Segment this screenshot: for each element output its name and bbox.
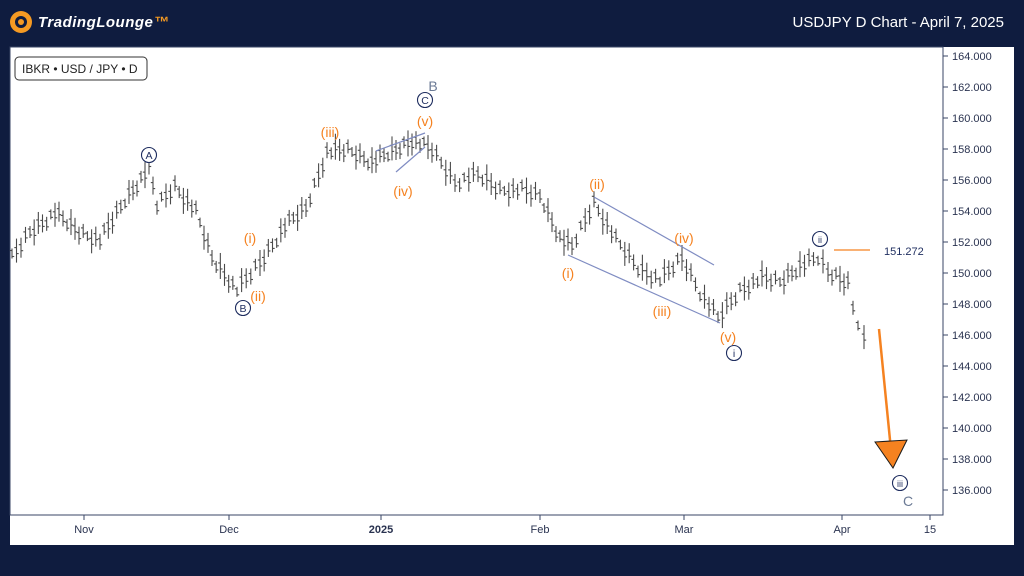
wave-label: (v) xyxy=(417,113,433,129)
chart-panel xyxy=(10,47,1014,545)
trademark-icon: ™ xyxy=(154,13,170,31)
wave-label: (iv) xyxy=(674,230,693,246)
wave-label: i xyxy=(733,348,735,360)
y-tick-label: 156.000 xyxy=(952,175,992,187)
wave-labels: ABCBCiiiiii(i)(ii)(iii)(iv)(v)(i)(ii)(ii… xyxy=(140,78,913,509)
wave-label: ii xyxy=(818,235,822,245)
wave-label: B xyxy=(428,78,437,94)
symbol-label: IBKR • USD / JPY • D xyxy=(22,62,138,76)
x-tick-label: 2025 xyxy=(369,524,393,536)
price-level-label: 151.272 xyxy=(884,246,924,258)
y-tick-label: 158.000 xyxy=(952,144,992,156)
y-tick-label: 152.000 xyxy=(952,237,992,249)
x-tick-label: Dec xyxy=(219,524,239,536)
y-axis-ticks: 164.000 162.000 160.000 158.000 156.000 154.0… xyxy=(943,51,992,497)
x-tick-label: 15 xyxy=(924,524,936,536)
x-tick-label: Nov xyxy=(74,524,94,536)
wave-label: (v) xyxy=(720,329,736,345)
wave-label: A xyxy=(145,150,152,162)
wave-label: iii xyxy=(897,479,903,489)
wave-label-ring xyxy=(811,230,829,248)
brand-name: TradingLounge xyxy=(38,13,154,31)
wave-label: (iii) xyxy=(321,124,340,140)
projection-arrow-shaft xyxy=(877,328,893,451)
wedge-upper-line xyxy=(375,132,426,152)
y-tick-label: 138.000 xyxy=(952,454,992,466)
y-tick-label: 150.000 xyxy=(952,268,992,280)
y-tick-label: 142.000 xyxy=(952,392,992,404)
wave-label-ring xyxy=(891,474,909,492)
price-bars xyxy=(9,130,867,350)
y-tick-label: 146.000 xyxy=(952,330,992,342)
brand-logo: TradingLounge ™ xyxy=(10,11,169,33)
chart-title: USDJPY D Chart - April 7, 2025 xyxy=(792,14,1004,31)
wave-label: C xyxy=(903,493,913,509)
wave-label: C xyxy=(421,95,429,107)
wave-label-ring xyxy=(725,344,743,362)
wave-label-ring xyxy=(416,91,434,109)
y-tick-label: 162.000 xyxy=(952,82,992,94)
x-tick-label: Feb xyxy=(531,524,550,536)
wave-label-ring xyxy=(140,146,158,164)
wave-label: (i) xyxy=(562,265,574,281)
wave-label: (iii) xyxy=(653,303,672,319)
y-tick-label: 148.000 xyxy=(952,299,992,311)
wedge-lower-line xyxy=(395,146,426,173)
brand-logo-icon xyxy=(10,11,32,33)
projection-arrow-head xyxy=(874,439,908,469)
wave-label: (ii) xyxy=(589,176,605,192)
y-tick-label: 160.000 xyxy=(952,113,992,125)
wave-label: (i) xyxy=(244,230,256,246)
x-axis-ticks: Nov Dec 2025 Feb Mar Apr 15 xyxy=(74,515,936,536)
x-tick-label: Apr xyxy=(833,524,850,536)
y-tick-label: 140.000 xyxy=(952,423,992,435)
y-tick-label: 164.000 xyxy=(952,51,992,63)
wave-label-ring xyxy=(234,299,252,317)
channel-lower-line xyxy=(567,254,721,324)
top-bar: TradingLounge ™ USDJPY D Chart - April 7… xyxy=(0,0,1024,46)
wave-label: B xyxy=(239,303,246,315)
x-tick-label: Mar xyxy=(675,524,694,536)
y-tick-label: 154.000 xyxy=(952,206,992,218)
wave-label: (iv) xyxy=(393,183,412,199)
y-tick-label: 144.000 xyxy=(952,361,992,373)
y-tick-label: 136.000 xyxy=(952,485,992,497)
symbol-box xyxy=(14,56,148,81)
wave-label: (ii) xyxy=(250,288,266,304)
channel-upper-line xyxy=(593,196,715,266)
